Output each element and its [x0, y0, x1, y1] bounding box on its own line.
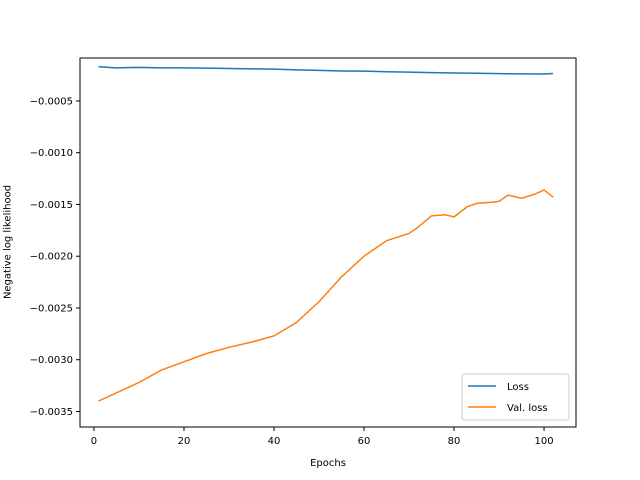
- x-tick-label: 20: [178, 436, 191, 447]
- y-tick-label: −0.0020: [30, 252, 73, 263]
- y-tick-label: −0.0015: [30, 200, 73, 211]
- plot-frame: [79, 57, 577, 428]
- x-tick-label: 40: [268, 436, 281, 447]
- x-tick-label: 80: [448, 436, 461, 447]
- y-axis-label: Negative log likelihood: [2, 185, 13, 299]
- y-tick-label: −0.0010: [30, 148, 73, 159]
- y-tick-label: −0.0005: [30, 96, 73, 107]
- x-tick-label: 0: [91, 436, 97, 447]
- y-tick-label: −0.0030: [30, 355, 73, 366]
- x-axis-label: Epochs: [310, 458, 346, 469]
- legend: Loss Val. loss: [461, 373, 570, 421]
- series-line-val-loss: [98, 189, 554, 402]
- x-axis-ticks: 0 20 40 60 80 100: [91, 427, 554, 447]
- y-tick-label: −0.0025: [30, 303, 73, 314]
- y-axis-ticks: −0.0035 −0.0030 −0.0025 −0.0020 −0.0015 −0.00…: [30, 96, 80, 418]
- y-tick-label: −0.0035: [30, 407, 73, 418]
- x-tick-label: 60: [358, 436, 371, 447]
- plot-lines: [98, 66, 554, 402]
- x-tick-label: 100: [534, 436, 553, 447]
- legend-label-val-loss: Val. loss: [507, 403, 548, 414]
- legend-label-loss: Loss: [507, 382, 529, 393]
- series-line-loss: [98, 66, 554, 75]
